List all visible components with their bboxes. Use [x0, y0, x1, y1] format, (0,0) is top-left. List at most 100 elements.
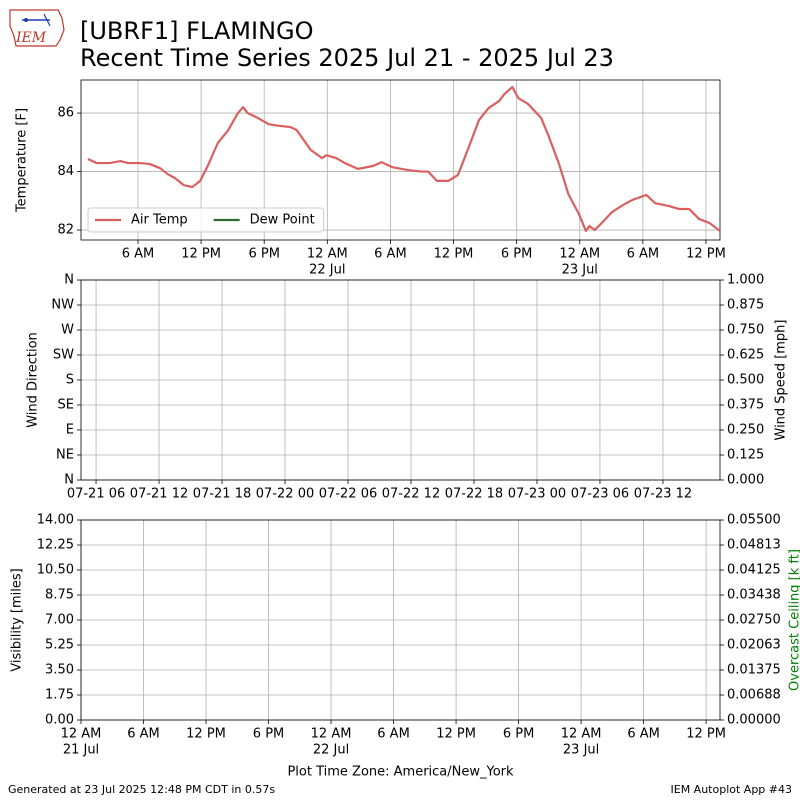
x-tick-label: 12 AM	[561, 727, 602, 742]
y-tick-label: 3.50	[45, 663, 74, 678]
x-tick-label: 12 AM	[311, 727, 352, 742]
x-tick-date: 22 Jul	[313, 743, 349, 758]
x-tick-label: 12 PM	[686, 247, 726, 262]
x-tick-label: 07-22 18	[445, 487, 503, 502]
y2-tick-label: 1.000	[727, 273, 764, 288]
x-tick-label: 6 PM	[503, 727, 534, 742]
x-axis-label: Plot Time Zone: America/New_York	[287, 765, 514, 780]
x-tick-label: 6 AM	[627, 727, 660, 742]
y-tick-label: E	[66, 423, 74, 438]
legend-label: Dew Point	[250, 213, 315, 228]
panel: 07-21 06 07-21 12 07-21 18 07-22 00 07-22 06…	[26, 273, 789, 502]
y2-tick-label: 0.04125	[727, 563, 781, 578]
x-tick-date: 22 Jul	[309, 263, 345, 278]
x-tick-label: 12 AM	[61, 727, 102, 742]
x-tick-label: 12 AM	[307, 247, 348, 262]
x-tick-label: 07-22 12	[382, 487, 440, 502]
y-tick-label: N	[64, 273, 74, 288]
logo-mark	[24, 18, 28, 22]
y-tick-label: SE	[58, 398, 74, 413]
y-tick-label: 86	[57, 106, 74, 121]
y-tick-label: 8.75	[45, 588, 74, 603]
chart-title: [UBRF1] FLAMINGO	[80, 17, 314, 45]
legend-label: Air Temp	[131, 213, 188, 228]
y-tick-label: 14.00	[37, 513, 74, 528]
y2-tick-label: 0.750	[727, 323, 764, 338]
plot-frame	[80, 279, 721, 481]
x-tick-label: 6 AM	[122, 247, 155, 262]
y2-tick-label: 0.00000	[727, 713, 781, 728]
x-tick-label: 07-23 06	[571, 487, 629, 502]
x-tick-label: 07-22 06	[319, 487, 377, 502]
legend-box	[87, 207, 325, 233]
y-tick-label: N	[64, 473, 74, 488]
logo: IEM	[9, 9, 65, 47]
x-tick-label: 07-23 00	[508, 487, 566, 502]
y2-tick-label: 0.03438	[727, 588, 781, 603]
y2-tick-label: 0.125	[727, 448, 764, 463]
y-tick-label: 1.75	[45, 688, 74, 703]
y-axis-label: Wind Direction	[26, 332, 41, 428]
x-tick-label: 07-21 12	[130, 487, 188, 502]
legend: Air Temp Dew Point	[87, 207, 325, 233]
y2-axis-label: Wind Speed [mph]	[774, 320, 789, 441]
y-tick-label: SW	[53, 348, 74, 363]
y2-tick-label: 0.02063	[727, 638, 781, 653]
y-tick-label: 10.50	[37, 563, 74, 578]
x-tick-label: 12 PM	[436, 727, 476, 742]
x-tick-label: 12 PM	[186, 727, 226, 742]
y2-tick-label: 0.02750	[727, 613, 781, 628]
x-tick-label: 6 PM	[248, 247, 279, 262]
plot-frame	[80, 519, 721, 721]
x-tick-label: 07-22 00	[256, 487, 314, 502]
x-tick-label: 12 PM	[181, 247, 221, 262]
x-tick-label: 07-21 18	[193, 487, 251, 502]
y-tick-label: W	[61, 323, 74, 338]
x-tick-label: 12 PM	[686, 727, 726, 742]
y2-tick-label: 0.375	[727, 398, 764, 413]
y2-tick-label: 0.05500	[727, 513, 781, 528]
x-tick-label: 6 PM	[501, 247, 532, 262]
logo-outline	[9, 9, 65, 47]
y-tick-label: 82	[57, 223, 74, 238]
plot-frame	[80, 79, 721, 241]
logo-mark	[43, 13, 51, 27]
y-axis-label: Visibility [miles]	[10, 568, 25, 671]
y-tick-label: NW	[51, 298, 74, 313]
y-tick-label: 5.25	[45, 638, 74, 653]
y-tick-label: 12.25	[37, 538, 74, 553]
logo-text: IEM	[15, 30, 47, 46]
x-tick-label: 6 PM	[253, 727, 284, 742]
x-tick-label: 6 AM	[627, 247, 660, 262]
y-tick-label: 84	[57, 164, 74, 179]
y-axis-label: Temperature [F]	[15, 108, 30, 213]
y-tick-label: NE	[56, 448, 74, 463]
x-tick-date: 23 Jul	[563, 743, 599, 758]
x-tick-date: 21 Jul	[63, 743, 99, 758]
x-tick-label: 12 PM	[434, 247, 474, 262]
y2-tick-label: 0.04813	[727, 538, 781, 553]
x-tick-label: 6 AM	[127, 727, 160, 742]
y-tick-label: S	[66, 373, 74, 388]
y2-tick-label: 0.625	[727, 348, 764, 363]
x-tick-date: 23 Jul	[562, 263, 598, 278]
chart-subtitle: Recent Time Series 2025 Jul 21 - 2025 Ju…	[80, 44, 614, 72]
y2-tick-label: 0.875	[727, 298, 764, 313]
y2-tick-label: 0.250	[727, 423, 764, 438]
y-tick-label: 7.00	[45, 613, 74, 628]
y2-tick-label: 0.00688	[727, 688, 781, 703]
y-tick-label: 0.00	[45, 713, 74, 728]
y2-axis-label: Overcast Ceiling [k ft]	[788, 549, 800, 691]
x-tick-label: 6 AM	[377, 727, 410, 742]
x-tick-label: 07-21 06	[67, 487, 125, 502]
x-tick-label: 07-23 12	[634, 487, 692, 502]
y2-tick-label: 0.500	[727, 373, 764, 388]
x-tick-label: 6 AM	[374, 247, 407, 262]
footer-right: IEM Autoplot App #43	[671, 783, 793, 796]
x-tick-label: 12 AM	[559, 247, 600, 262]
footer-left: Generated at 23 Jul 2025 12:48 PM CDT in…	[8, 783, 275, 796]
series-line	[87, 85, 721, 233]
